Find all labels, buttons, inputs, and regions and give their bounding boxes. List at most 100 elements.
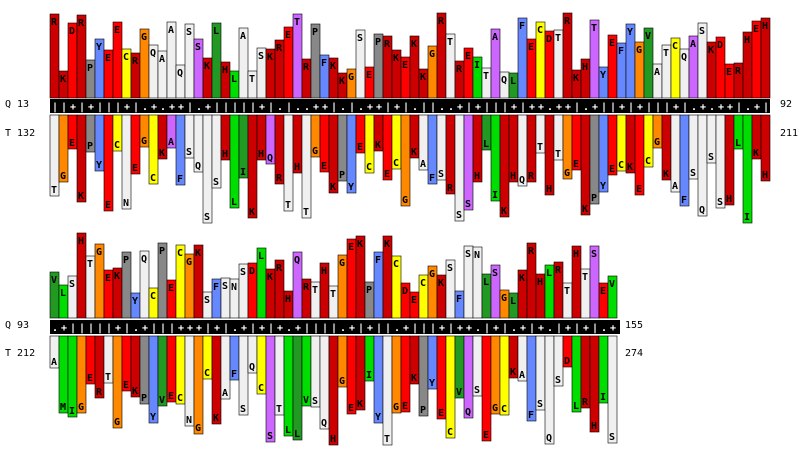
match-symbol: .	[583, 102, 589, 113]
match-symbol: +	[556, 102, 562, 113]
query-column	[490, 28, 501, 99]
target-residue: C	[177, 393, 183, 404]
target-residue: G	[114, 417, 120, 428]
query-residue: E	[726, 67, 732, 78]
match-symbol: +	[637, 102, 643, 113]
match-symbol: +	[439, 323, 445, 334]
target-residue: S	[474, 385, 480, 396]
query-residue: C	[177, 248, 183, 259]
query-column	[355, 29, 366, 99]
query-residue: C	[420, 278, 426, 289]
target-residue: A	[51, 357, 57, 368]
target-residue: L	[573, 401, 579, 412]
target-column	[283, 114, 294, 212]
match-symbol: |	[124, 323, 130, 334]
query-residue: R	[384, 39, 391, 50]
query-residue: T	[330, 289, 336, 300]
target-residue: G	[564, 168, 570, 179]
match-symbol: |	[187, 102, 193, 113]
target-residue: S	[555, 375, 561, 386]
target-residue: S	[240, 404, 246, 415]
match-symbol: .	[142, 102, 148, 113]
query-residue: K	[708, 45, 714, 56]
match-symbol: |	[763, 102, 769, 113]
match-symbol: +	[196, 323, 202, 334]
target-residue: K	[510, 367, 516, 378]
match-symbol: +	[466, 323, 472, 334]
query-residue: R	[303, 282, 310, 293]
match-symbol: +	[205, 102, 211, 113]
target-residue: Q	[465, 407, 471, 418]
match-symbol: +	[295, 323, 301, 334]
match-symbol: |	[385, 323, 391, 334]
match-symbol: .	[295, 102, 301, 113]
match-symbol: |	[385, 102, 391, 113]
target-column	[724, 114, 735, 206]
query-residue: C	[123, 52, 129, 63]
target-end-1: 211	[780, 128, 798, 139]
target-residue: E	[357, 142, 363, 153]
target-residue: T	[555, 149, 561, 160]
target-residue: H	[330, 434, 336, 445]
query-residue: S	[186, 27, 192, 38]
query-residue: A	[168, 25, 174, 36]
query-residue: E	[753, 24, 759, 35]
match-symbol: |	[313, 323, 319, 334]
match-symbol: |	[205, 323, 211, 334]
query-residue: Y	[627, 27, 633, 38]
target-residue: L	[231, 197, 237, 208]
target-residue: C	[501, 404, 507, 415]
query-residue: H	[573, 249, 579, 260]
target-residue: L	[483, 139, 489, 150]
query-residue: T	[249, 74, 255, 85]
query-label-1: Q 13	[5, 99, 29, 110]
match-symbol: |	[70, 323, 76, 334]
match-symbol: +	[538, 102, 544, 113]
match-symbol: |	[151, 323, 157, 334]
match-symbol: +	[520, 323, 526, 334]
target-residue: F	[231, 369, 237, 380]
target-residue: P	[87, 141, 93, 152]
query-column	[238, 27, 249, 99]
match-symbol: |	[79, 323, 85, 334]
target-residue: T	[276, 404, 282, 415]
query-residue: R	[276, 43, 283, 54]
query-residue: H	[285, 294, 291, 305]
target-residue: A	[222, 388, 228, 399]
query-column	[355, 235, 366, 319]
target-residue: Q	[321, 418, 327, 429]
target-residue: A	[672, 181, 678, 192]
target-residue: Y	[600, 181, 606, 192]
target-residue: K	[582, 204, 588, 215]
target-column	[319, 335, 330, 430]
query-column	[760, 17, 771, 99]
query-residue: P	[312, 27, 318, 38]
target-residue: S	[213, 177, 219, 188]
match-symbol: .	[196, 102, 202, 113]
match-symbol: |	[421, 323, 427, 334]
target-column	[292, 335, 303, 441]
target-column	[499, 114, 510, 218]
query-residue: R	[132, 56, 139, 67]
query-residue: R	[456, 64, 463, 75]
target-column	[742, 114, 753, 224]
match-symbol: +	[367, 102, 373, 113]
match-symbol: +	[214, 323, 220, 334]
query-residue: K	[195, 248, 201, 259]
match-symbol: |	[736, 102, 742, 113]
query-residue: Y	[600, 70, 606, 81]
query-residue: H	[762, 21, 768, 32]
target-column	[580, 114, 591, 216]
match-symbol: |	[574, 102, 580, 113]
query-residue: K	[411, 39, 417, 50]
query-residue: S	[258, 51, 264, 62]
match-symbol: +	[151, 102, 157, 113]
match-line-1: | | + | + | | | + |. +. + + |. + | | | | | + |. |.. + + |. |. + + | + |…	[52, 102, 769, 113]
target-residue: G	[339, 376, 345, 387]
match-symbol: +	[88, 102, 94, 113]
query-residue: R	[564, 16, 571, 27]
query-residue: G	[501, 293, 507, 304]
match-symbol: +	[673, 102, 679, 113]
target-residue: E	[321, 161, 327, 172]
target-residue: R	[528, 171, 535, 182]
